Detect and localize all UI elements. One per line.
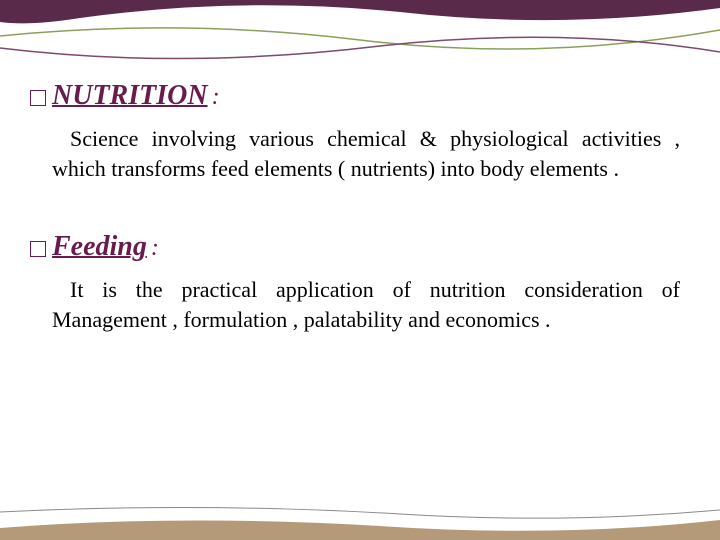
body-nutrition: Science involving various chemical & phy… (30, 124, 690, 183)
slide-content: NUTRITION : Science involving various ch… (30, 80, 690, 335)
top-line-green (0, 28, 720, 49)
top-wave-dark (0, 0, 720, 23)
bottom-decorative-waves (0, 500, 720, 540)
heading-feeding: Feeding (52, 231, 147, 263)
body-feeding: It is the practical application of nutri… (30, 275, 690, 334)
bullet-square-icon (30, 90, 46, 106)
heading-row-nutrition: NUTRITION : (30, 80, 690, 112)
bottom-line-gray (0, 507, 720, 518)
heading-nutrition: NUTRITION (52, 80, 208, 112)
top-line-plum (0, 37, 720, 58)
body-feeding-text: It is the practical application of nutri… (52, 277, 680, 332)
bullet-square-icon (30, 241, 46, 257)
bottom-wave-tan (0, 520, 720, 540)
body-nutrition-text: Science involving various chemical & phy… (52, 126, 680, 181)
heading-colon-nutrition: : (212, 84, 220, 111)
heading-colon-feeding: : (151, 235, 159, 262)
heading-row-feeding: Feeding : (30, 231, 690, 263)
top-decorative-waves (0, 0, 720, 80)
